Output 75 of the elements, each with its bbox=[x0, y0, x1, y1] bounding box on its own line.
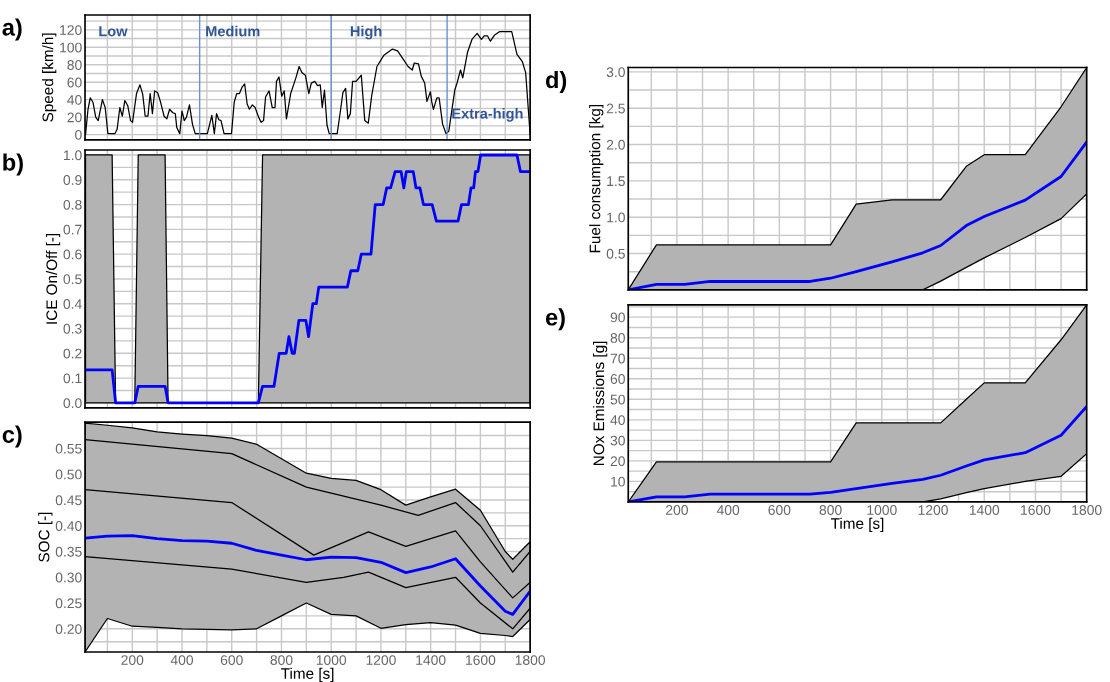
y-tick-label: 0.45 bbox=[55, 495, 82, 506]
text: d) bbox=[545, 70, 567, 93]
x-tick-label: 1800 bbox=[1072, 505, 1102, 515]
y-tick-label: 0.0 bbox=[63, 398, 82, 409]
y-tick-label: 0 bbox=[75, 129, 82, 140]
y-tick-label: 0.5 bbox=[606, 248, 625, 259]
y-tick-label: 40 bbox=[610, 415, 625, 425]
x-tick-label: 400 bbox=[716, 505, 740, 515]
x-tick-label: 1000 bbox=[867, 505, 897, 515]
y-axis-title: Speed [km/h] bbox=[42, 33, 57, 122]
y-tick-label: 0.8 bbox=[63, 199, 82, 210]
y-tick-label: 80 bbox=[67, 60, 82, 70]
y-tick-label: 0.6 bbox=[63, 249, 82, 260]
y-tick-label: 20 bbox=[67, 112, 82, 123]
y-tick-label: 0.50 bbox=[55, 469, 82, 480]
y-tick-label: 0.25 bbox=[55, 598, 82, 609]
y-tick-label: 90 bbox=[610, 312, 625, 323]
x-tick-label: 1600 bbox=[466, 655, 496, 665]
annotation: Medium bbox=[206, 25, 260, 37]
y-tick-label: 0.20 bbox=[55, 624, 82, 634]
x-tick-label: 600 bbox=[220, 655, 243, 665]
x-tick-label: 800 bbox=[270, 655, 293, 665]
x-tick-label: 200 bbox=[666, 505, 688, 515]
y-tick-label: 70 bbox=[610, 353, 625, 364]
x-tick-label: 600 bbox=[768, 505, 791, 515]
x-tick-label: 1200 bbox=[366, 655, 396, 665]
y-tick-label: 10 bbox=[611, 476, 625, 487]
y-tick-label: 2.0 bbox=[606, 139, 625, 150]
x-tick-label: 1000 bbox=[316, 655, 347, 665]
y-tick-label: 0.4 bbox=[63, 299, 82, 309]
y-axis-title: Fuel consumption [kg] bbox=[589, 105, 604, 253]
y-tick-label: 1.5 bbox=[607, 176, 625, 187]
y-tick-label: 0.2 bbox=[63, 348, 82, 359]
y-tick-label: 1.0 bbox=[607, 212, 625, 223]
y-tick-label: 120 bbox=[60, 25, 82, 36]
annotation: Low bbox=[99, 26, 128, 37]
y-tick-label: 100 bbox=[60, 42, 82, 53]
y-tick-label: 0.9 bbox=[63, 175, 82, 185]
x-tick-label: 1800 bbox=[515, 655, 546, 665]
text: e) bbox=[545, 308, 565, 331]
text: b) bbox=[3, 153, 23, 176]
y-tick-label: 2.5 bbox=[606, 103, 625, 114]
annotation: High bbox=[350, 25, 382, 40]
y-tick-label: 30 bbox=[610, 435, 625, 446]
y-tick-label: 0.3 bbox=[63, 323, 82, 334]
annotation: Extra-high bbox=[452, 108, 523, 122]
y-tick-label: 50 bbox=[610, 394, 625, 405]
y-tick-label: 0.55 bbox=[55, 443, 82, 454]
y-tick-label: 1.0 bbox=[64, 150, 82, 161]
x-tick-label: 200 bbox=[121, 655, 144, 665]
y-tick-label: 0.5 bbox=[63, 274, 82, 285]
y-tick-label: 40 bbox=[67, 95, 82, 105]
x-tick-label: 1400 bbox=[969, 505, 1000, 515]
y-axis-title: NOx Emissions [g] bbox=[593, 341, 608, 465]
text: c) bbox=[2, 425, 22, 448]
y-tick-label: 0.35 bbox=[55, 546, 82, 557]
x-tick-label: 400 bbox=[170, 655, 194, 665]
x-tick-label: 1600 bbox=[1021, 505, 1051, 515]
y-tick-label: 0.40 bbox=[55, 521, 82, 531]
y-tick-label: 0.30 bbox=[55, 572, 82, 583]
x-tick-label: 1400 bbox=[416, 655, 446, 665]
y-tick-label: 3.0 bbox=[606, 67, 625, 78]
text: a) bbox=[2, 18, 22, 41]
y-axis-title: ICE On/Off [-] bbox=[45, 233, 61, 324]
x-tick-label: 800 bbox=[819, 505, 842, 515]
x-tick-label: 1200 bbox=[918, 505, 948, 515]
y-tick-label: 60 bbox=[610, 374, 625, 384]
x-axis-title: Time [s] bbox=[830, 517, 884, 532]
y-tick-label: 20 bbox=[610, 456, 625, 467]
y-tick-label: 60 bbox=[67, 77, 82, 88]
y-axis-title: SOC [-] bbox=[38, 512, 53, 562]
y-tick-label: 0.7 bbox=[63, 224, 82, 235]
y-tick-label: 0.1 bbox=[63, 373, 82, 384]
x-axis-title: Time [s] bbox=[281, 667, 334, 682]
y-tick-label: 80 bbox=[610, 333, 625, 343]
